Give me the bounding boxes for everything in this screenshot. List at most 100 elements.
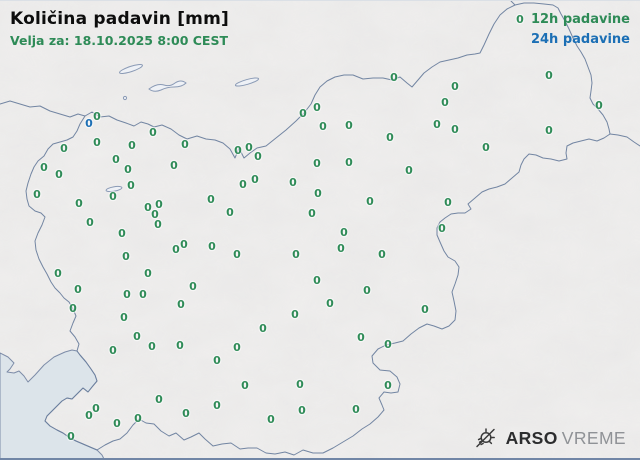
legend-item-12h[interactable]: 12h padavine bbox=[530, 12, 630, 27]
station-value: 0 bbox=[441, 96, 449, 109]
pond-icon bbox=[122, 95, 128, 101]
station-value: 0 bbox=[245, 141, 253, 154]
station-value: 0 bbox=[149, 126, 157, 139]
station-value: 0 bbox=[75, 197, 83, 210]
station-value: 0 bbox=[177, 298, 185, 311]
station-value: 0 bbox=[296, 378, 304, 391]
station-value: 0 bbox=[155, 198, 163, 211]
station-value: 0 bbox=[85, 117, 93, 130]
station-value: 0 bbox=[139, 288, 147, 301]
station-value: 0 bbox=[313, 274, 321, 287]
station-value: 0 bbox=[122, 250, 130, 263]
station-value: 0 bbox=[233, 341, 241, 354]
station-value: 0 bbox=[180, 238, 188, 251]
station-value: 0 bbox=[213, 354, 221, 367]
station-value: 0 bbox=[384, 379, 392, 392]
station-value: 0 bbox=[154, 218, 162, 231]
station-value: 0 bbox=[438, 222, 446, 235]
station-value: 0 bbox=[308, 207, 316, 220]
station-value: 0 bbox=[134, 412, 142, 425]
station-value: 0 bbox=[291, 308, 299, 321]
station-value: 0 bbox=[189, 280, 197, 293]
station-value: 0 bbox=[40, 161, 48, 174]
station-value: 0 bbox=[357, 331, 365, 344]
station-value: 0 bbox=[69, 302, 77, 315]
station-value: 0 bbox=[314, 187, 322, 200]
station-value: 0 bbox=[386, 131, 394, 144]
station-value: 0 bbox=[208, 240, 216, 253]
station-value: 0 bbox=[93, 110, 101, 123]
station-value: 0 bbox=[33, 188, 41, 201]
station-value: 0 bbox=[251, 173, 259, 186]
station-value: 0 bbox=[267, 413, 275, 426]
lake-icon bbox=[119, 64, 143, 74]
lake-icon bbox=[148, 80, 187, 92]
border-austria-hungary bbox=[510, 1, 516, 6]
station-value: 0 bbox=[144, 267, 152, 280]
station-value: 0 bbox=[124, 163, 132, 176]
station-value: 0 bbox=[120, 311, 128, 324]
station-value: 0 bbox=[151, 208, 159, 221]
station-value: 0 bbox=[345, 156, 353, 169]
station-value: 0 bbox=[352, 403, 360, 416]
station-value: 0 bbox=[545, 124, 553, 137]
station-value: 0 bbox=[326, 297, 334, 310]
station-value: 0 bbox=[226, 206, 234, 219]
station-value: 0 bbox=[337, 242, 345, 255]
legend: 12h padavine 24h padavine bbox=[531, 10, 630, 50]
station-value: 0 bbox=[113, 417, 121, 430]
station-value: 0 bbox=[241, 379, 249, 392]
station-value: 0 bbox=[292, 248, 300, 261]
station-value: 0 bbox=[239, 178, 247, 191]
station-value: 0 bbox=[299, 107, 307, 120]
station-value: 0 bbox=[319, 120, 327, 133]
station-value: 0 bbox=[451, 80, 459, 93]
station-value: 0 bbox=[378, 248, 386, 261]
station-value: 0 bbox=[313, 101, 321, 114]
station-value: 0 bbox=[345, 119, 353, 132]
brand-text: ARSO VREME bbox=[506, 428, 626, 449]
station-value: 0 bbox=[451, 123, 459, 136]
station-value: 0 bbox=[516, 13, 524, 26]
station-value: 0 bbox=[233, 248, 241, 261]
brand-arso: ARSO bbox=[505, 427, 558, 448]
station-value: 0 bbox=[366, 195, 374, 208]
lake-icon bbox=[234, 77, 260, 87]
station-value: 0 bbox=[444, 196, 452, 209]
legend-item-24h[interactable]: 24h padavine bbox=[530, 32, 630, 47]
station-value: 0 bbox=[128, 139, 136, 152]
station-value: 0 bbox=[148, 340, 156, 353]
station-value: 0 bbox=[181, 138, 189, 151]
station-value: 0 bbox=[93, 136, 101, 149]
map-header: Količina padavin [mm] Velja za: 18.10.20… bbox=[10, 9, 229, 48]
border-austria-italy bbox=[0, 100, 86, 118]
page-title: Količina padavin [mm] bbox=[10, 9, 229, 29]
station-value: 0 bbox=[545, 69, 553, 82]
station-value: 0 bbox=[172, 243, 180, 256]
lakes bbox=[105, 64, 260, 193]
station-value: 0 bbox=[109, 344, 117, 357]
bottom-accent-bar bbox=[0, 458, 640, 460]
slovenia-border bbox=[25, 2, 611, 456]
station-value: 0 bbox=[595, 99, 603, 112]
station-value: 0 bbox=[55, 168, 63, 181]
station-value: 0 bbox=[390, 71, 398, 84]
station-value: 0 bbox=[363, 284, 371, 297]
station-value: 0 bbox=[127, 179, 135, 192]
station-value: 0 bbox=[60, 142, 68, 155]
station-value: 0 bbox=[384, 338, 392, 351]
station-value: 0 bbox=[289, 176, 297, 189]
station-value: 0 bbox=[133, 330, 141, 343]
station-value: 0 bbox=[144, 201, 152, 214]
station-value: 0 bbox=[207, 193, 215, 206]
station-value: 0 bbox=[123, 288, 131, 301]
station-value: 0 bbox=[433, 118, 441, 131]
station-value: 0 bbox=[155, 393, 163, 406]
station-value: 0 bbox=[259, 322, 267, 335]
station-value: 0 bbox=[298, 404, 306, 417]
station-value: 0 bbox=[67, 430, 75, 443]
station-value: 0 bbox=[340, 226, 348, 239]
